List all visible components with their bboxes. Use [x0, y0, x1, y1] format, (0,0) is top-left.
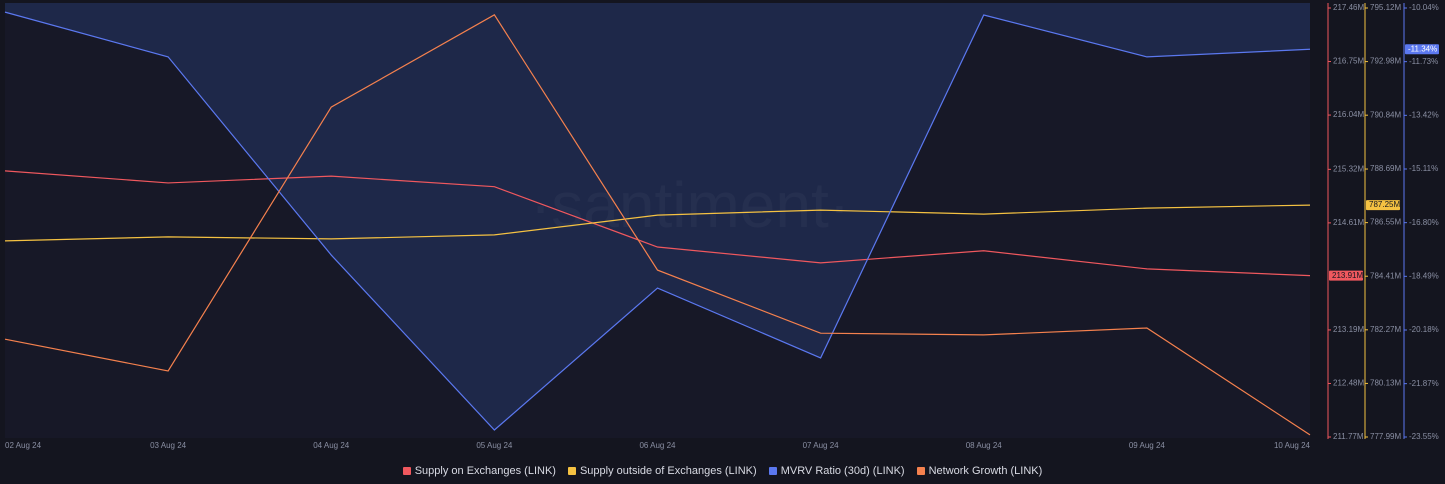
legend-item[interactable]: Network Growth (LINK) — [916, 465, 1043, 477]
legend-swatch — [402, 467, 411, 475]
value-badge — [1329, 270, 1363, 281]
y-tick-label: 215.32M — [1333, 164, 1364, 173]
y-tick-label: 216.04M — [1333, 110, 1364, 119]
legend-label: Network Growth (LINK) — [928, 465, 1043, 477]
series-line — [4, 204, 1311, 242]
y-tick-label: 212.48M — [1333, 379, 1364, 388]
y-tick-label: 788.69M — [1370, 164, 1401, 173]
area-group — [5, 3, 1310, 431]
x-tick-label: 09 Aug 24 — [1129, 441, 1166, 450]
value-label: 213.91M — [1332, 271, 1363, 280]
legend-swatch — [567, 467, 576, 475]
y-tick-label: -20.18% — [1409, 325, 1439, 334]
series-line — [4, 14, 1311, 436]
y-tick-label: 784.41M — [1370, 271, 1401, 280]
series-line — [4, 11, 1311, 431]
y-tick-label: 790.84M — [1370, 110, 1401, 119]
legend: Supply on Exchanges (LINK) Supply outside… — [0, 462, 1445, 480]
y-tick-label: -11.73% — [1409, 57, 1438, 66]
y-tick-label: -18.49% — [1409, 271, 1439, 280]
legend-item[interactable]: MVRV Ratio (30d) (LINK) — [768, 465, 905, 477]
legend-item[interactable]: Supply outside of Exchanges (LINK) — [567, 465, 757, 477]
watermark: ·santiment· — [530, 169, 850, 241]
value-label: -11.34% — [1408, 44, 1437, 53]
y-tick-label: -13.42% — [1409, 110, 1439, 119]
x-tick-label: 08 Aug 24 — [966, 441, 1003, 450]
y-tick-label: 780.13M — [1370, 379, 1401, 388]
y-tick-label: 795.12M — [1370, 3, 1401, 12]
y-tick-label: 786.55M — [1370, 218, 1401, 227]
chart: ·santiment· 211.77M 212.48M 213.19M 214.61M… — [4, 3, 1439, 451]
legend-label: Supply on Exchanges (LINK) — [414, 465, 556, 477]
x-tick-label: 06 Aug 24 — [639, 441, 676, 450]
y-tick-label: 792.98M — [1370, 57, 1401, 66]
legend-label: MVRV Ratio (30d) (LINK) — [780, 465, 905, 477]
area — [5, 3, 1310, 431]
y-tick-label: 214.61M — [1333, 218, 1364, 227]
y-tick-label: 217.46M — [1333, 3, 1364, 12]
value-badge — [1366, 200, 1400, 211]
y-tick-label: 777.99M — [1370, 432, 1401, 441]
y-tick-label: 216.75M — [1333, 57, 1364, 66]
x-tick-label: 03 Aug 24 — [150, 441, 187, 450]
y-tick-label: 782.27M — [1370, 325, 1401, 334]
legend-swatch — [916, 467, 925, 475]
value-badge — [1405, 44, 1439, 55]
y-tick-label: 211.77M — [1333, 432, 1364, 441]
x-tick-label: 10 Aug 24 — [1274, 441, 1311, 450]
value-label: 787.25M — [1369, 200, 1400, 209]
y-tick-label: -10.04% — [1409, 3, 1439, 12]
y-tick-label: -15.11% — [1409, 164, 1438, 173]
y-tick-label: -23.55% — [1409, 432, 1439, 441]
x-tick-label: 02 Aug 24 — [5, 441, 42, 450]
x-tick-label: 04 Aug 24 — [313, 441, 350, 450]
legend-swatch — [768, 467, 777, 475]
y-tick-label: -16.80% — [1409, 218, 1439, 227]
legend-label: Supply outside of Exchanges (LINK) — [579, 465, 757, 477]
legend-item[interactable]: Supply on Exchanges (LINK) — [402, 465, 556, 477]
y-tick-label: -21.87% — [1409, 379, 1439, 388]
x-tick-label: 05 Aug 24 — [476, 441, 513, 450]
y-tick-label: 213.19M — [1333, 325, 1364, 334]
x-tick-label: 07 Aug 24 — [803, 441, 840, 450]
series-line — [4, 170, 1311, 277]
